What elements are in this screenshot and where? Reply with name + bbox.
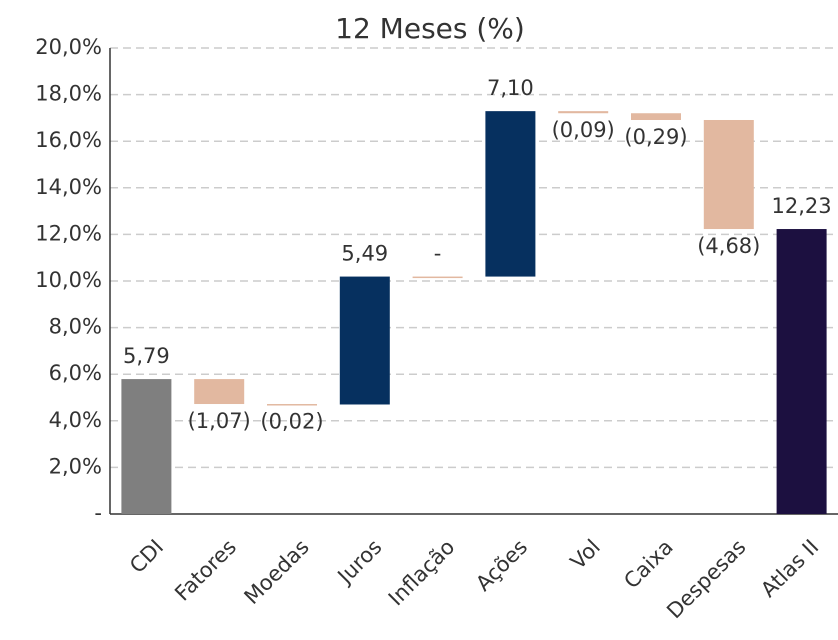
x-tick-label: CDI (125, 535, 168, 578)
bar (339, 276, 390, 405)
bar (267, 404, 317, 406)
value-label: (1,07) (188, 409, 251, 433)
bar (412, 276, 463, 279)
x-tick-label: Juros (332, 535, 387, 590)
value-label: (0,29) (624, 125, 687, 149)
y-tick-label: 16,0% (35, 128, 102, 152)
bar (194, 379, 245, 405)
y-tick-label: 2,0% (49, 454, 102, 478)
y-tick-label: 4,0% (49, 408, 102, 432)
y-tick-label: 18,0% (35, 82, 102, 106)
chart-title: 12 Meses (%) (335, 12, 525, 45)
y-tick-label: 6,0% (49, 361, 102, 385)
value-label: 5,79 (123, 344, 170, 368)
bar (631, 113, 681, 120)
x-tick-label: Moedas (240, 535, 314, 609)
value-label: 7,10 (487, 76, 534, 100)
value-label: (0,02) (260, 409, 323, 433)
x-tick-label: Despesas (662, 535, 750, 623)
y-tick-label: 14,0% (35, 175, 102, 199)
y-tick-label: 12,0% (35, 221, 102, 245)
value-label: 5,49 (341, 242, 388, 266)
x-tick-label: Vol (566, 535, 605, 574)
bar (558, 111, 609, 114)
value-label: - (434, 242, 442, 266)
bar (485, 111, 536, 277)
x-tick-label: Caixa (619, 535, 677, 593)
x-tick-label: Fatores (170, 535, 241, 606)
x-tick-label: Ações (471, 535, 532, 596)
y-tick-label: 20,0% (35, 35, 102, 59)
bar (121, 379, 172, 514)
y-tick-label: - (94, 501, 102, 525)
y-tick-label: 10,0% (35, 268, 102, 292)
bar (703, 119, 754, 230)
y-tick-label: 8,0% (49, 315, 102, 339)
x-tick-label: Inflação (384, 535, 460, 611)
value-label: 12,23 (772, 194, 832, 218)
x-tick-label: Atlas II (756, 535, 823, 602)
bar (776, 229, 827, 514)
value-label: (4,68) (697, 234, 760, 258)
value-label: (0,09) (552, 118, 615, 142)
